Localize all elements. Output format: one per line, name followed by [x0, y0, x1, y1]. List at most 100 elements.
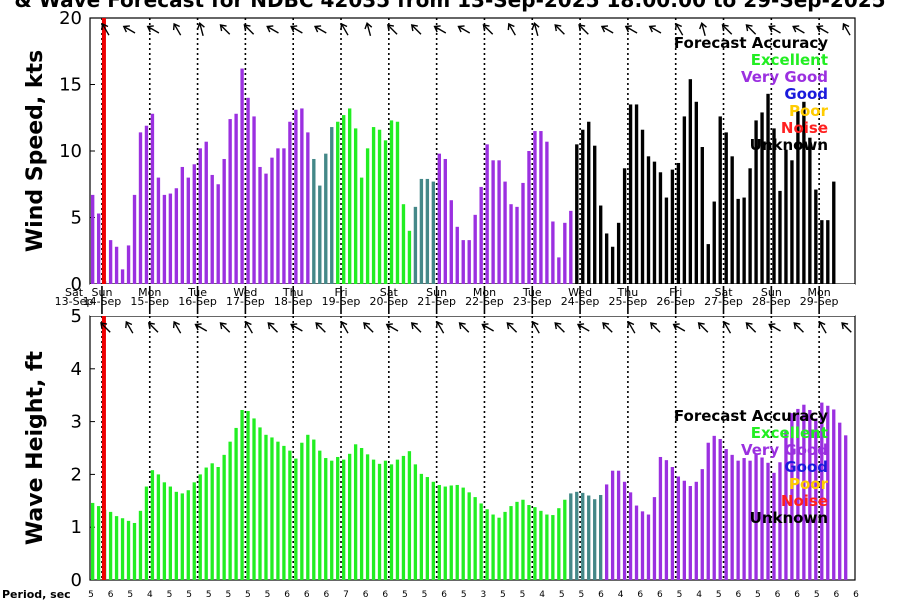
- direction-arrow: [531, 22, 540, 36]
- bar: [198, 148, 202, 284]
- bar: [204, 141, 208, 284]
- bar: [365, 148, 370, 284]
- direction-arrow: [313, 25, 327, 34]
- legend-item-very-good: Very Good: [741, 441, 828, 459]
- direction-arrow: [793, 322, 804, 333]
- arrow-head: [624, 25, 632, 33]
- bar: [491, 514, 495, 580]
- day-of-week: Sat: [65, 286, 84, 299]
- arrow-shaft: [817, 26, 829, 34]
- bar: [604, 233, 609, 284]
- arrow-head: [697, 322, 705, 330]
- arrow-shaft: [578, 324, 590, 332]
- bar: [646, 514, 651, 580]
- bar: [664, 460, 669, 580]
- arrow-head: [600, 25, 609, 33]
- bar: [587, 495, 591, 580]
- y-tick-label: 4: [71, 359, 82, 380]
- bar: [306, 132, 310, 284]
- bar: [497, 160, 501, 284]
- legend-item-very-good: Very Good: [741, 68, 828, 86]
- bar: [814, 418, 818, 580]
- arrow-head: [290, 323, 298, 331]
- arrow-shaft: [842, 323, 852, 333]
- bar: [784, 149, 788, 284]
- bar: [204, 467, 208, 580]
- bar: [616, 470, 621, 580]
- bar: [437, 153, 442, 284]
- arrow-head: [457, 25, 465, 33]
- direction-arrow: [600, 25, 614, 34]
- direction-arrow: [792, 25, 805, 34]
- period-value: 6: [853, 590, 859, 600]
- period-value: 6: [794, 590, 800, 600]
- arrow-shaft: [199, 24, 204, 36]
- bar: [491, 160, 495, 284]
- direction-arrow: [410, 322, 422, 333]
- arrow-shaft: [507, 323, 518, 333]
- bar: [718, 116, 722, 284]
- direction-arrow: [816, 25, 829, 34]
- direction-arrow: [507, 22, 516, 36]
- arrow-shaft: [626, 26, 638, 34]
- arrow-head: [816, 25, 824, 33]
- arrow-head: [531, 320, 539, 329]
- bar: [108, 240, 113, 284]
- bar: [431, 481, 435, 580]
- y-tick-label: 5: [71, 306, 82, 327]
- period-value: 5: [422, 590, 428, 600]
- bar: [413, 206, 418, 284]
- bar: [114, 246, 119, 284]
- period-value: 5: [559, 590, 565, 600]
- arrow-shaft: [267, 26, 279, 34]
- bar: [820, 402, 824, 580]
- arrow-shaft: [628, 322, 636, 334]
- bar: [252, 418, 256, 580]
- bar: [324, 458, 328, 580]
- bar: [216, 184, 220, 284]
- bar: [300, 108, 304, 284]
- bar: [527, 151, 531, 284]
- legend-title: Forecast Accuracy: [674, 34, 828, 52]
- bar: [162, 194, 167, 284]
- arrow-head: [792, 25, 800, 33]
- bar: [330, 460, 334, 580]
- arrow-shaft: [602, 26, 614, 34]
- bar: [754, 454, 758, 580]
- arrow-head: [745, 322, 753, 330]
- arrow-shaft: [268, 323, 279, 333]
- bar: [467, 492, 471, 580]
- arrow-head: [818, 320, 826, 329]
- bar: [784, 431, 788, 580]
- arrow-shaft: [244, 25, 255, 35]
- bar: [336, 121, 340, 285]
- bar: [479, 186, 483, 284]
- bar: [186, 490, 190, 580]
- bar: [509, 204, 513, 284]
- arrow-head: [481, 323, 489, 331]
- bar: [407, 230, 412, 284]
- bar: [658, 456, 663, 580]
- period-value: 5: [245, 590, 251, 600]
- arrow-head: [340, 320, 348, 329]
- arrow-head: [721, 24, 729, 32]
- direction-arrow: [219, 322, 231, 333]
- arrow-head: [146, 25, 154, 33]
- arrow-shaft: [101, 323, 111, 333]
- arrow-head: [219, 24, 227, 32]
- bar: [736, 198, 740, 284]
- arrow-head: [531, 22, 540, 30]
- bar: [467, 240, 471, 284]
- bar: [628, 492, 633, 580]
- bar: [168, 193, 173, 284]
- arrow-head: [722, 320, 730, 329]
- direction-arrow: [699, 22, 707, 36]
- arrow-shaft: [555, 323, 565, 333]
- arrow-shaft: [387, 324, 399, 332]
- arrow-shaft: [603, 323, 613, 333]
- bar: [521, 499, 525, 580]
- arrow-head: [768, 323, 776, 331]
- direction-arrow: [410, 24, 422, 35]
- bar: [640, 129, 645, 284]
- arrow-shaft: [769, 26, 781, 34]
